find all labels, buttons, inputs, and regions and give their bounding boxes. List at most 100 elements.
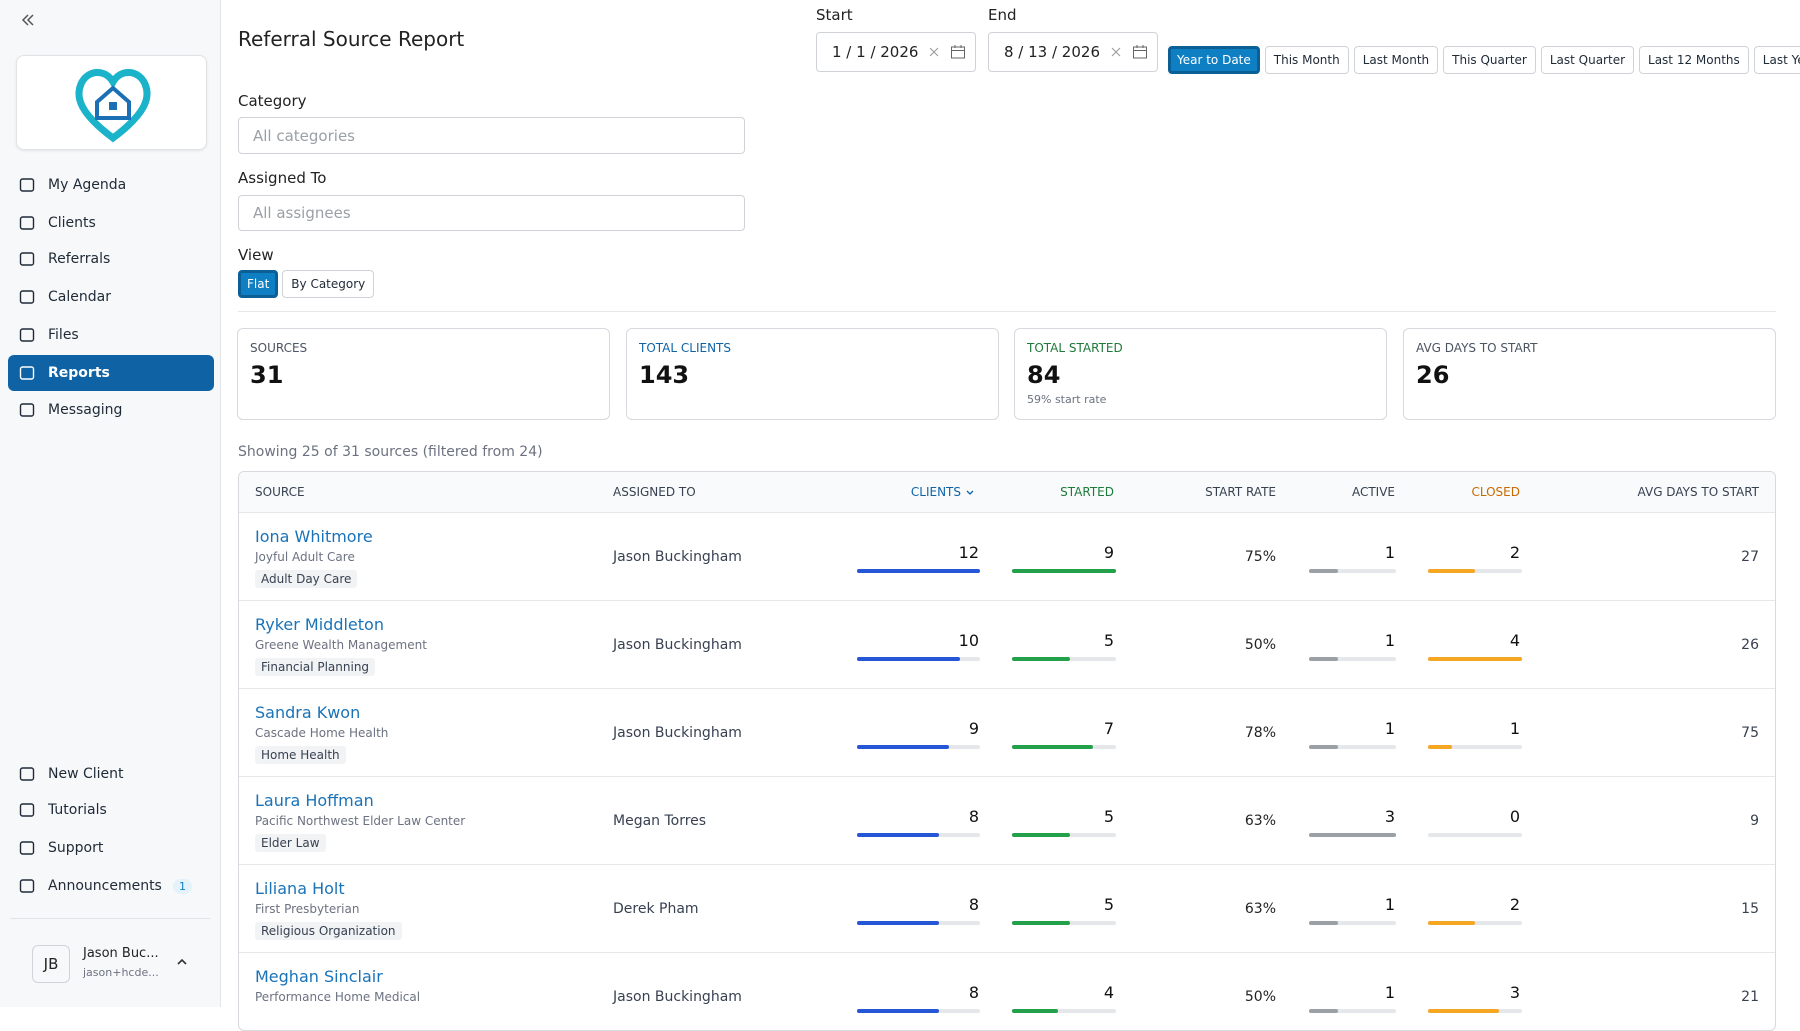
range-button[interactable]: This Month [1264,46,1349,74]
nav-item[interactable]: Referrals [8,241,214,277]
nav-item[interactable]: Reports [8,355,214,391]
column-header: START RATE [1205,485,1276,499]
nav-label: Clients [48,215,96,231]
calendar-icon[interactable] [950,44,966,60]
range-button[interactable]: Last Month [1353,46,1439,74]
source-name[interactable]: Laura Hoffman [255,791,374,810]
source-name[interactable]: Iona Whitmore [255,527,373,546]
assigned-to: Jason Buckingham [613,637,742,653]
range-button[interactable]: Year to Date [1168,46,1260,74]
range-button[interactable]: Last Year [1753,46,1800,74]
source-tag: Financial Planning [255,658,376,676]
view-button[interactable]: By Category [282,270,375,298]
source-name[interactable]: Meghan Sinclair [255,967,383,986]
active-value: 1 [1384,895,1395,914]
divider [238,311,1776,312]
source-name[interactable]: Ryker Middleton [255,615,384,634]
start-rate: 78% [1244,725,1276,741]
nav-icon [19,290,35,304]
nav-item[interactable]: Files [8,317,214,353]
end-date[interactable]: 8 / 13 / 2026 [988,32,1158,72]
source-org: First Presbyterian [255,902,360,916]
collapse-button[interactable] [20,12,36,28]
view-button[interactable]: Flat [238,270,279,298]
source-name[interactable]: Liliana Holt [255,879,345,898]
nav-item[interactable]: Announcements 1 [8,868,214,904]
nav-label: Files [48,327,79,343]
nav-icon [19,178,35,192]
table-row: Ryker Middleton Greene Wealth Management F… [239,600,1775,688]
column-header[interactable]: CLIENTS [910,485,961,499]
nav-item[interactable]: My Agenda [8,167,214,203]
clients-bar [857,569,980,573]
clear-icon[interactable] [928,46,940,58]
badge: 1 [173,878,192,894]
bar-track [1428,833,1522,837]
nav-item[interactable]: Clients [8,205,214,241]
started-value: 9 [1103,543,1114,562]
active-value: 1 [1384,543,1395,562]
stat-label: TOTAL STARTED [1027,341,1123,355]
assigned-to: Jason Buckingham [613,989,742,1005]
table-row: Liliana Holt First Presbyterian Religious … [239,864,1775,952]
started-value: 7 [1103,719,1114,738]
nav-icon [19,366,35,380]
user-email: jason+hcde... [83,966,159,979]
clients-value: 8 [968,983,979,1002]
assigned-label: Assigned To [238,169,327,187]
stat-label: SOURCES [250,341,308,355]
start-date-value: 1 / 1 / 2026 [832,43,919,61]
column-header: ACTIVE [1351,485,1395,499]
range-button[interactable]: Last Quarter [1540,46,1635,74]
nav-icon [19,841,35,855]
clients-bar [857,921,939,925]
user-avatar[interactable]: JB [32,945,70,983]
active-bar [1309,745,1338,749]
bar-track [1309,657,1396,661]
nav-icon [19,879,35,893]
sort-icon[interactable] [965,488,975,498]
started-bar [1012,745,1093,749]
range-buttons: Year to Date This Month Last Month This Qua… [1168,46,1800,74]
nav-icon [19,328,35,342]
closed-value: 0 [1509,807,1520,826]
active-value: 1 [1384,983,1395,1002]
bar-track [1428,569,1522,573]
view-toggle: Flat By Category [238,270,375,298]
source-tag: Elder Law [255,834,326,852]
nav-item[interactable]: Messaging [8,392,214,428]
logo [75,69,151,143]
clients-bar [857,657,960,661]
nav-item[interactable]: Calendar [8,279,214,315]
active-value: 1 [1384,719,1395,738]
assigned-to: Megan Torres [613,813,707,829]
avg-days: 21 [1741,989,1759,1005]
divider [10,918,210,919]
range-button[interactable]: Last 12 Months [1639,46,1749,74]
nav-item[interactable]: Tutorials [8,792,214,828]
user-menu-toggle[interactable] [176,957,188,967]
stat-label: AVG DAYS TO START [1416,341,1538,355]
nav-label: Messaging [48,402,123,418]
clear-icon[interactable] [1110,46,1122,58]
source-tag: Religious Organization [255,922,402,940]
start-rate: 63% [1244,813,1276,829]
start-date[interactable]: 1 / 1 / 2026 [816,32,976,72]
stat-card: SOURCES 31 [237,328,610,420]
page-title: Referral Source Report [238,27,465,51]
nav-label: Support [48,840,104,856]
started-value: 5 [1103,631,1114,650]
stat-value: 26 [1416,361,1450,389]
bar-track [1309,745,1396,749]
view-label: View [238,246,274,264]
nav-item[interactable]: New Client [8,756,214,792]
table: SOURCE ASSIGNED TO CLIENTS STARTED START RAT… [238,471,1776,1031]
column-header: ASSIGNED TO [613,485,696,499]
range-button[interactable]: This Quarter [1443,46,1536,74]
category-select[interactable]: All categories [238,117,745,154]
calendar-icon[interactable] [1132,44,1148,60]
source-name[interactable]: Sandra Kwon [255,703,361,722]
nav-item[interactable]: Support [8,830,214,866]
nav-label: My Agenda [48,177,127,193]
assigned-select[interactable]: All assignees [238,195,745,231]
